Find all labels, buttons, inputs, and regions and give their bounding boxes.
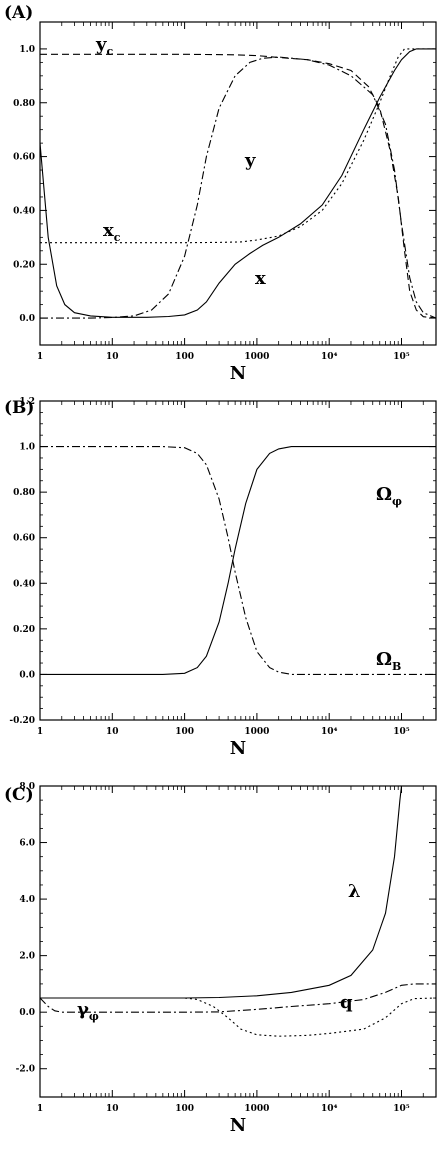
- y-tick-label: 1.0: [19, 45, 35, 55]
- series-line-Ω_φ: [40, 446, 436, 675]
- y-tick-label: 0.80: [13, 99, 35, 109]
- series-label-main: γ: [77, 999, 89, 1020]
- y-tick-label: -2.0: [16, 1065, 35, 1075]
- x-tick-label: 10: [106, 727, 119, 737]
- x-tick-label: 1: [37, 352, 43, 362]
- series-label-Ω_B: ΩB: [376, 649, 401, 673]
- y-tick-label: 0.20: [13, 625, 35, 635]
- y-tick-label: 0.80: [13, 488, 35, 498]
- x-axis-title: N: [230, 1115, 246, 1136]
- y-tick-label: 0.40: [13, 206, 35, 216]
- y-tick-label: 4.0: [19, 895, 35, 905]
- x-axis-title: N: [230, 363, 246, 384]
- y-tick-label: 0.60: [13, 534, 35, 544]
- y-tick-label: 1.0: [19, 443, 35, 453]
- x-tick-label: 100: [175, 352, 194, 362]
- series-label-y_c: yc: [95, 34, 113, 58]
- x-tick-label: 10: [106, 1104, 119, 1114]
- series-label-subscript: c: [114, 231, 121, 244]
- x-tick-label: 10: [106, 352, 119, 362]
- series-label-subscript: B: [392, 660, 401, 673]
- series-label-λ: λ: [348, 881, 361, 902]
- series-line-x: [40, 48, 436, 318]
- x-tick-label: 10⁴: [321, 352, 338, 362]
- x-tick-label: 1: [37, 1104, 43, 1114]
- series-label-main: x: [103, 220, 114, 241]
- y-tick-label: 2.0: [19, 952, 35, 962]
- x-tick-label: 1000: [244, 352, 269, 362]
- series-label-main: λ: [348, 881, 361, 902]
- y-tick-label: 6.0: [19, 839, 35, 849]
- series-label-x_c: xc: [103, 220, 121, 244]
- series-label-main: q: [340, 992, 353, 1013]
- y-tick-label: 0.0: [19, 1008, 35, 1018]
- y-tick-label: -0.20: [9, 716, 35, 726]
- chart-panel-2: -2.0 0.0 2.0 4.0 6.0 8.0 1 10 100 1000 10⁴ 10⁵ N (C) λ…: [4, 782, 437, 1136]
- y-tick-label: 8.0: [19, 782, 35, 792]
- x-tick-label: 100: [175, 727, 194, 737]
- y-tick-label: 0.60: [13, 153, 35, 163]
- series-label-main: y: [95, 34, 107, 55]
- y-tick-label: 0.0: [19, 670, 35, 680]
- panel-label: (A): [4, 3, 33, 23]
- series-label-x: x: [255, 268, 266, 289]
- series-line-y_c: [40, 53, 436, 319]
- series-line-γ_φ: [40, 983, 436, 1013]
- y-tick-label: 0.20: [13, 260, 35, 270]
- x-tick-label: 100: [175, 1104, 194, 1114]
- series-label-subscript: c: [106, 45, 113, 58]
- series-label-γ_φ: γφ: [77, 999, 99, 1023]
- series-label-q: q: [340, 992, 353, 1013]
- series-line-Ω_B: [40, 446, 436, 675]
- series-label-subscript: φ: [392, 495, 402, 508]
- x-tick-label: 1000: [244, 1104, 269, 1114]
- panel-label: (B): [4, 398, 34, 418]
- plot-frame: [39, 400, 437, 721]
- plot-frame: [39, 785, 437, 1098]
- y-tick-label: 0.40: [13, 579, 35, 589]
- x-axis-title: N: [230, 738, 246, 759]
- y-tick-label: 1.2: [19, 397, 35, 407]
- series-label-subscript: φ: [89, 1010, 99, 1023]
- x-tick-label: 10⁴: [321, 727, 338, 737]
- x-tick-label: 1: [37, 727, 43, 737]
- series-line-y: [40, 56, 436, 319]
- series-label-main: Ω: [376, 484, 392, 505]
- series-line-λ: [40, 786, 403, 999]
- x-tick-label: 10⁵: [393, 1104, 410, 1114]
- series-line-q: [40, 997, 436, 1037]
- series-label-main: y: [244, 150, 256, 171]
- series-label-y: y: [244, 150, 256, 171]
- series-label-Ω_φ: Ωφ: [376, 484, 402, 508]
- plot-frame: [39, 21, 437, 346]
- series-label-main: Ω: [376, 649, 392, 670]
- series-line-x_c: [40, 48, 436, 244]
- x-tick-label: 10⁵: [393, 352, 410, 362]
- x-tick-label: 10⁴: [321, 1104, 338, 1114]
- series-label-main: x: [255, 268, 266, 289]
- panel-label: (C): [4, 785, 34, 805]
- x-tick-label: 10⁵: [393, 727, 410, 737]
- chart-panel-1: -0.20 0.0 0.20 0.40 0.60 0.80 1.0 1.2 1 10 100 1000…: [4, 397, 437, 759]
- y-tick-label: 0.0: [19, 314, 35, 324]
- x-tick-label: 1000: [244, 727, 269, 737]
- chart-panel-0: 0.0 0.20 0.40 0.60 0.80 1.0 1 10 100 1000 10⁴ 10⁵ N (…: [4, 3, 437, 384]
